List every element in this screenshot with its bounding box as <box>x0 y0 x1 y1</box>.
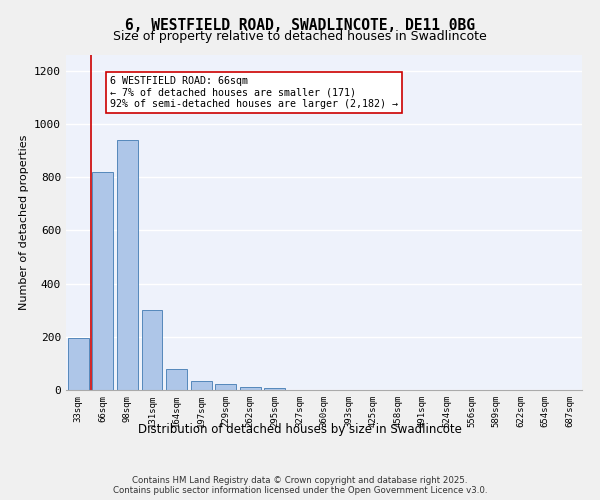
Text: 6 WESTFIELD ROAD: 66sqm
← 7% of detached houses are smaller (171)
92% of semi-de: 6 WESTFIELD ROAD: 66sqm ← 7% of detached… <box>110 76 398 110</box>
Bar <box>68 338 89 390</box>
Bar <box>142 310 163 390</box>
Text: Size of property relative to detached houses in Swadlincote: Size of property relative to detached ho… <box>113 30 487 43</box>
Bar <box>215 384 236 390</box>
Bar <box>92 172 113 390</box>
Text: Contains public sector information licensed under the Open Government Licence v3: Contains public sector information licen… <box>113 486 487 495</box>
Bar <box>166 368 187 390</box>
Y-axis label: Number of detached properties: Number of detached properties <box>19 135 29 310</box>
Bar <box>265 388 286 390</box>
Text: Distribution of detached houses by size in Swadlincote: Distribution of detached houses by size … <box>138 422 462 436</box>
Bar <box>240 387 261 390</box>
Text: 6, WESTFIELD ROAD, SWADLINCOTE, DE11 0BG: 6, WESTFIELD ROAD, SWADLINCOTE, DE11 0BG <box>125 18 475 32</box>
Text: Contains HM Land Registry data © Crown copyright and database right 2025.: Contains HM Land Registry data © Crown c… <box>132 476 468 485</box>
Bar <box>191 380 212 390</box>
Bar <box>117 140 138 390</box>
